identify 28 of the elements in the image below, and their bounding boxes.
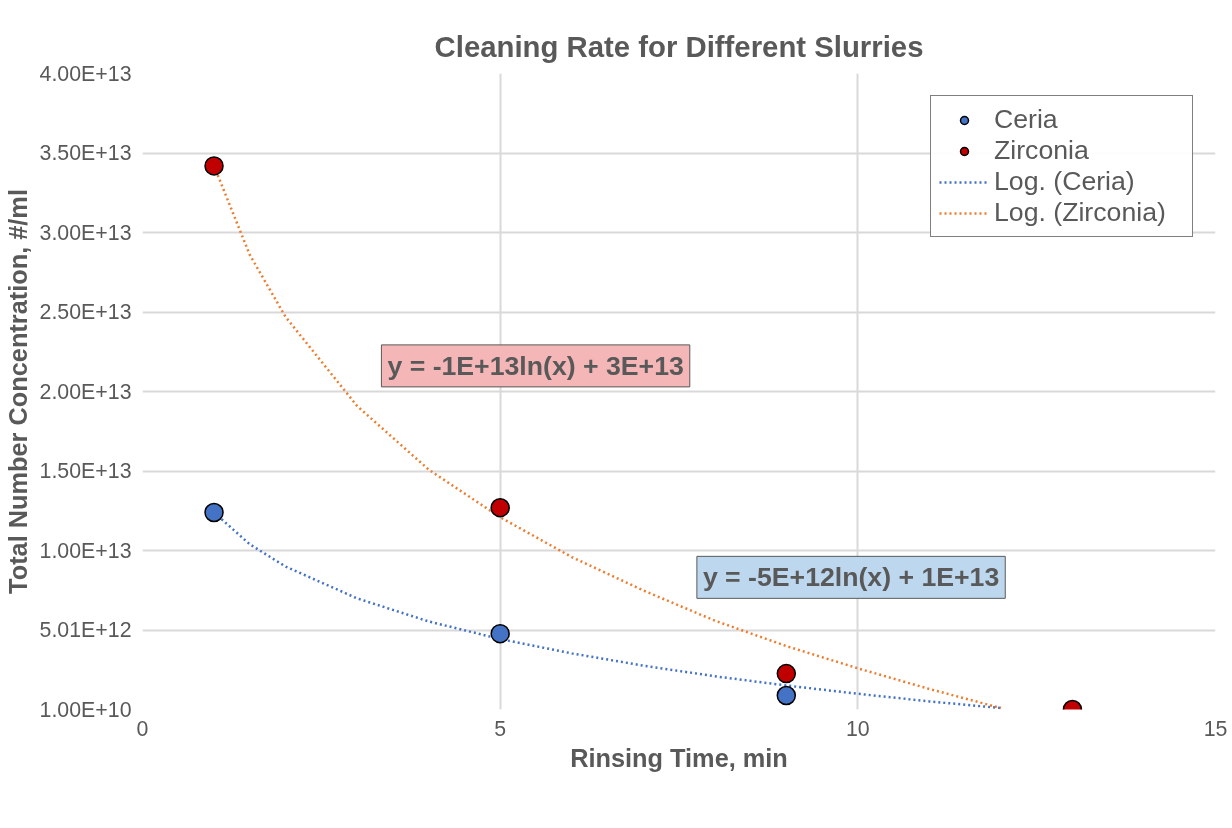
x-tick-label: 15 xyxy=(1203,716,1228,741)
x-tick-label: 0 xyxy=(136,716,149,741)
point xyxy=(776,685,797,706)
y-tick-label: 1.00E+10 xyxy=(39,697,132,722)
annotation: y = -5E+12ln(x) + 1E+13 xyxy=(702,562,1000,593)
x-axis-title: Rinsing Time, min xyxy=(570,743,788,772)
annotation: y = -1E+13ln(x) + 3E+13 xyxy=(387,350,684,381)
x-tick-label: 5 xyxy=(494,716,507,741)
y-tick-label: 2.50E+13 xyxy=(39,300,132,324)
point xyxy=(490,498,510,518)
legend-label: Ceria xyxy=(994,104,1059,135)
y-tick-label: 1.00E+13 xyxy=(39,538,132,563)
point xyxy=(776,663,797,684)
y-axis-title: Total Number Concentration, #/ml xyxy=(3,189,32,594)
legend-label: Log. (Zirconia) xyxy=(994,197,1167,228)
y-tick-label: 1.50E+13 xyxy=(39,459,132,483)
point xyxy=(204,156,224,176)
y-tick-label: 4.00E+13 xyxy=(39,61,132,86)
point xyxy=(204,502,224,523)
legend-label: Zirconia xyxy=(994,135,1090,166)
legend-label: Log. (Ceria) xyxy=(994,166,1136,197)
y-tick-label: 2.00E+13 xyxy=(39,379,132,404)
y-tick-label: 5.01E+12 xyxy=(39,618,132,642)
x-tick-label: 10 xyxy=(845,716,870,741)
point xyxy=(490,623,510,644)
y-tick-label: 3.50E+13 xyxy=(39,141,132,165)
y-tick-label: 3.00E+13 xyxy=(39,220,132,245)
chart-title: Cleaning Rate for Different Slurries xyxy=(434,29,924,63)
